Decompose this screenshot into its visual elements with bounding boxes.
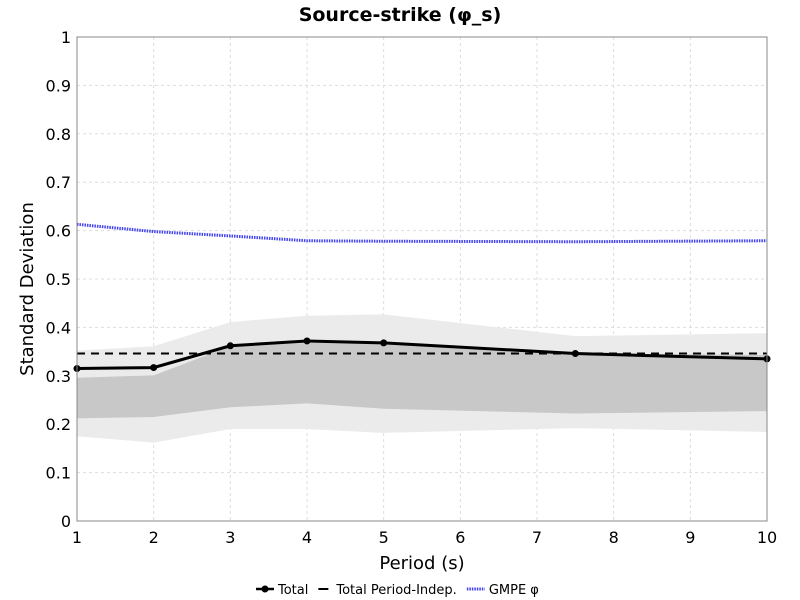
series-layer (73, 222, 771, 373)
plot-border (76, 36, 768, 522)
x-tick-label: 2 (149, 528, 159, 547)
legend-marker (261, 585, 269, 593)
y-tick-label: 0.7 (46, 173, 71, 192)
y-tick-label: 1 (61, 28, 71, 47)
y-tick-label: 0.1 (46, 464, 71, 483)
x-tick-label: 10 (757, 528, 777, 547)
x-tick-label: 5 (379, 528, 389, 547)
chart-title: Source-strike (φ_s) (299, 4, 502, 26)
y-axis-ticks: 0 0.1 0.2 0.3 0.4 0.5 0.6 0.7 0.8 0.9 1 (46, 28, 71, 531)
y-tick-label: 0.2 (46, 415, 71, 434)
x-tick-label: 1 (72, 528, 82, 547)
data-point (150, 364, 158, 372)
x-tick-label: 4 (302, 528, 312, 547)
data-point (226, 342, 234, 350)
x-axis-ticks: 1 2 3 4 5 6 7 8 9 10 (72, 528, 777, 547)
legend-label: Total Period-Indep. (335, 583, 456, 598)
y-tick-label: 0 (61, 512, 71, 531)
x-tick-label: 8 (609, 528, 619, 547)
y-tick-label: 0.8 (46, 125, 71, 144)
x-tick-label: 7 (532, 528, 542, 547)
x-tick-label: 9 (685, 528, 695, 547)
y-tick-label: 0.5 (46, 270, 71, 289)
y-axis-label: Standard Deviation (17, 202, 38, 376)
uncertainty-band (77, 342, 767, 419)
data-point (380, 339, 388, 347)
y-tick-label: 0.9 (46, 76, 71, 95)
data-point (303, 337, 311, 345)
y-tick-label: 0.6 (46, 222, 71, 241)
data-point (571, 350, 579, 358)
plot-area (73, 36, 771, 522)
legend-label: Total (277, 583, 308, 598)
x-tick-label: 3 (225, 528, 235, 547)
legend: Total Total Period-Indep. GMPE φ (256, 583, 539, 598)
legend-label: GMPE φ (489, 583, 539, 598)
x-tick-label: 6 (455, 528, 465, 547)
series-line-gmpe (76, 222, 768, 244)
y-tick-label: 0.3 (46, 367, 71, 386)
x-axis-label: Period (s) (379, 553, 464, 574)
uncertainty-bands (77, 314, 767, 443)
y-tick-label: 0.4 (46, 318, 71, 337)
